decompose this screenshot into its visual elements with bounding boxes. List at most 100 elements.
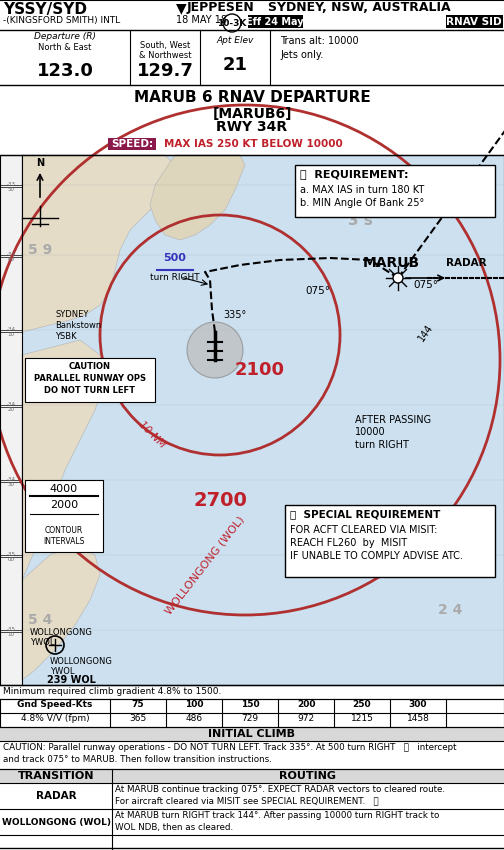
Bar (0, 809, 112, 835)
Bar (25, 358, 155, 402)
Text: b. MIN Angle Of Bank 25°: b. MIN Angle Of Bank 25° (300, 198, 424, 208)
Bar (0, 741, 504, 769)
Bar (446, 15, 503, 28)
Text: MAX IAS 250 KT BELOW 10000: MAX IAS 250 KT BELOW 10000 (164, 139, 343, 149)
Text: Departure (R): Departure (R) (34, 32, 96, 41)
Text: -35
10: -35 10 (7, 627, 16, 637)
Text: 123.0: 123.0 (37, 62, 93, 80)
Circle shape (393, 273, 403, 283)
Text: a. MAX IAS in turn 180 KT: a. MAX IAS in turn 180 KT (300, 185, 424, 195)
Text: 21: 21 (222, 56, 247, 74)
Text: 4.8% V/V (fpm): 4.8% V/V (fpm) (21, 714, 89, 723)
Text: [MARUB6]: [MARUB6] (212, 107, 292, 121)
Text: 500: 500 (164, 253, 186, 263)
Bar (0, 0, 504, 30)
Text: SPEED:: SPEED: (111, 139, 153, 149)
Circle shape (187, 322, 243, 378)
Text: WOLLONGONG (WOL): WOLLONGONG (WOL) (164, 514, 246, 616)
Polygon shape (22, 340, 105, 580)
Text: 5 4: 5 4 (28, 613, 52, 627)
Text: INITIAL CLIMB: INITIAL CLIMB (209, 729, 295, 739)
Text: North & East: North & East (38, 43, 92, 52)
Text: 200: 200 (297, 700, 315, 709)
Text: SYDNEY
Bankstown
YSBK: SYDNEY Bankstown YSBK (55, 310, 101, 341)
Text: -33
50: -33 50 (7, 182, 16, 192)
Text: RADAR: RADAR (36, 791, 76, 801)
Text: ARP: ARP (313, 550, 357, 570)
Text: 239 WOL: 239 WOL (47, 675, 96, 685)
Text: -34
10: -34 10 (7, 327, 16, 337)
Text: -34
00: -34 00 (7, 252, 16, 262)
Text: 335°: 335° (223, 310, 246, 320)
Text: 129.7: 129.7 (137, 62, 194, 80)
Text: At MARUB turn RIGHT track 144°. After passing 10000 turn RIGHT track to
WOL NDB,: At MARUB turn RIGHT track 144°. After pa… (115, 811, 439, 832)
Text: South, West
& Northwest: South, West & Northwest (139, 41, 191, 60)
Text: 75: 75 (132, 700, 144, 709)
Text: 4000: 4000 (50, 484, 78, 494)
Text: CONTOUR
INTERVALS: CONTOUR INTERVALS (43, 526, 85, 546)
Text: Apt Elev: Apt Elev (216, 36, 254, 45)
Text: 150: 150 (241, 700, 260, 709)
Bar (108, 138, 156, 150)
Text: ⓘ  SPECIAL REQUIREMENT: ⓘ SPECIAL REQUIREMENT (290, 509, 440, 519)
Text: 075°: 075° (413, 280, 438, 290)
Text: Minimum required climb gradient 4.8% to 1500.: Minimum required climb gradient 4.8% to … (3, 687, 221, 696)
Polygon shape (150, 155, 245, 240)
Text: N: N (36, 158, 44, 168)
Text: MARUB: MARUB (363, 256, 420, 270)
Bar (0, 155, 504, 685)
Text: -34
30: -34 30 (7, 477, 16, 487)
Text: 144: 144 (416, 323, 435, 343)
Text: 10-3K: 10-3K (217, 19, 246, 27)
Text: FOR ACFT CLEARED VIA MISIT:
REACH FL260  by  MISIT
IF UNABLE TO COMPLY ADVISE AT: FOR ACFT CLEARED VIA MISIT: REACH FL260 … (290, 525, 463, 561)
Text: CAUTION: Parallel runway operations - DO NOT TURN LEFT. Track 335°. At 500 turn : CAUTION: Parallel runway operations - DO… (3, 743, 457, 764)
Text: 2100: 2100 (235, 361, 285, 379)
Text: MARUB 6 RNAV DEPARTURE: MARUB 6 RNAV DEPARTURE (134, 90, 370, 105)
Text: Jets only.: Jets only. (280, 50, 323, 60)
Text: YSSY/SYD: YSSY/SYD (3, 2, 87, 17)
Text: 486: 486 (185, 714, 203, 723)
Text: ⓘ  REQUIREMENT:: ⓘ REQUIREMENT: (300, 169, 409, 179)
Text: 075°: 075° (305, 286, 331, 296)
Text: -34
20: -34 20 (7, 402, 16, 412)
Text: 300: 300 (409, 700, 427, 709)
Text: WOLLONGONG (WOL): WOLLONGONG (WOL) (2, 818, 110, 826)
Text: TRANSITION: TRANSITION (18, 771, 94, 781)
Text: Eff 24 May: Eff 24 May (246, 16, 304, 26)
Text: 2 4: 2 4 (438, 603, 462, 617)
Text: Gnd Speed-Kts: Gnd Speed-Kts (17, 700, 93, 709)
Text: RADAR: RADAR (446, 258, 487, 268)
Polygon shape (22, 155, 175, 332)
Bar (0, 155, 504, 685)
Text: 100: 100 (185, 700, 203, 709)
Text: Trans alt: 10000: Trans alt: 10000 (280, 36, 359, 46)
Text: CAUTION
PARALLEL RUNWAY OPS
DO NOT TURN LEFT: CAUTION PARALLEL RUNWAY OPS DO NOT TURN … (34, 362, 146, 394)
Text: 250: 250 (353, 700, 371, 709)
Text: AFTER PASSING
10000
turn RIGHT: AFTER PASSING 10000 turn RIGHT (355, 415, 431, 450)
Text: 5 9: 5 9 (28, 243, 52, 257)
Text: 2700: 2700 (193, 490, 247, 509)
Text: 972: 972 (297, 714, 314, 723)
Text: 10 NM: 10 NM (137, 420, 167, 450)
Bar (0, 727, 504, 741)
Text: 1458: 1458 (407, 714, 429, 723)
Text: JEPPESEN: JEPPESEN (187, 1, 255, 14)
Text: 729: 729 (241, 714, 259, 723)
Polygon shape (22, 545, 100, 680)
Text: turn RIGHT: turn RIGHT (150, 273, 200, 282)
Text: 3 s: 3 s (348, 212, 372, 228)
Text: 2000: 2000 (50, 500, 78, 510)
Bar (0, 155, 22, 685)
Text: RWY 34R: RWY 34R (216, 120, 288, 134)
Text: SYDNEY, NSW, AUSTRALIA: SYDNEY, NSW, AUSTRALIA (268, 1, 451, 14)
Text: 365: 365 (130, 714, 147, 723)
Bar (0, 769, 504, 783)
Bar (25, 480, 103, 552)
Text: WOLLONGONG
YWOL: WOLLONGONG YWOL (50, 657, 113, 677)
Text: -35
00: -35 00 (7, 552, 16, 562)
Text: 1215: 1215 (351, 714, 373, 723)
Text: ROUTING: ROUTING (280, 771, 337, 781)
Bar (0, 685, 504, 699)
Text: -(KINGSFORD SMITH) INTL: -(KINGSFORD SMITH) INTL (3, 16, 120, 25)
Bar (248, 15, 303, 28)
